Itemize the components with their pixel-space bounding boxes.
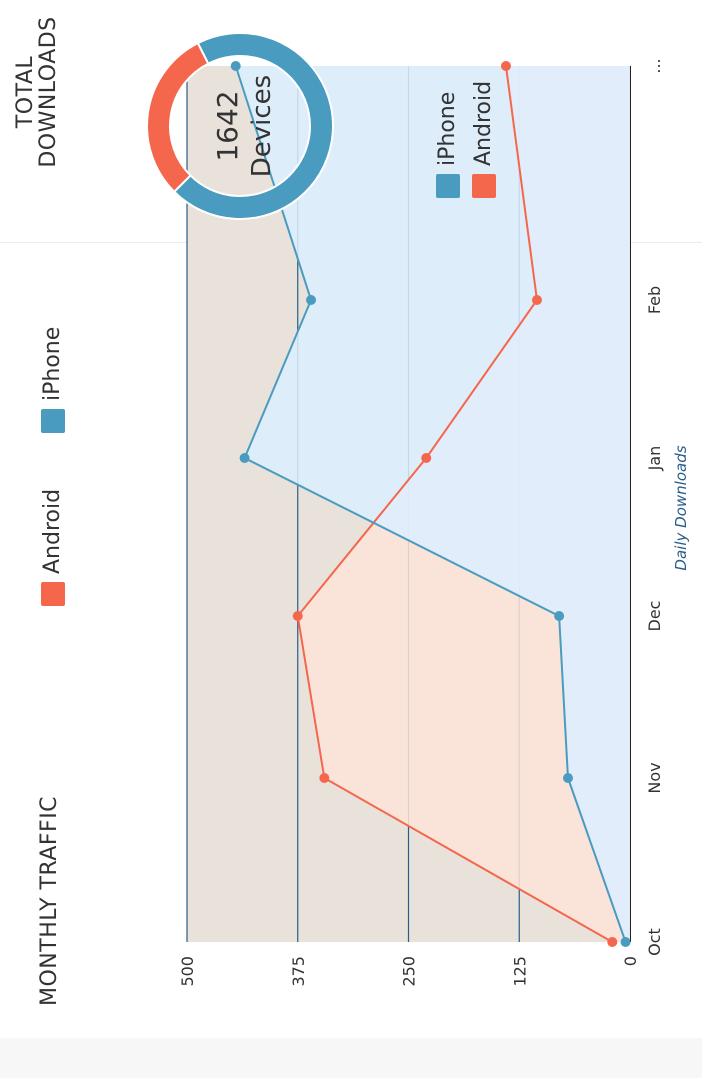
y-tick-label-4: 500 [178, 956, 197, 987]
point-android-3 [421, 453, 432, 463]
donut-legend-swatch-android [471, 174, 496, 198]
y-tick-label-0: 0 [621, 956, 640, 966]
x-tick-label-0: Oct [645, 928, 664, 956]
donut-slice-android [146, 41, 210, 194]
line-iphone [234, 65, 627, 943]
point-android-1 [319, 773, 330, 783]
point-android-5 [500, 61, 511, 71]
line-android [296, 65, 613, 943]
point-android-4 [531, 295, 542, 305]
donut-center-value: 1642 [211, 90, 244, 161]
point-iphone-2 [554, 611, 565, 621]
y-tick-label-1: 125 [510, 956, 529, 987]
point-iphone-5 [230, 61, 241, 71]
y-tick-label-2: 250 [400, 956, 419, 987]
donut-legend-label-android: Android [471, 80, 496, 166]
x-tick-label-5: ... [645, 58, 664, 73]
area-layer [235, 66, 630, 942]
label-layer: 0 125 250 375 500 Oct Nov Dec Jan Feb... [178, 58, 664, 986]
point-android-0 [607, 937, 618, 947]
donut-legend-item-android[interactable]: Android [471, 81, 496, 198]
donut-legend-label-iphone: iPhone [435, 91, 460, 166]
point-iphone-0 [620, 937, 631, 947]
x-tick-label-2: Dec [645, 601, 664, 632]
area-iphone [235, 66, 630, 942]
donut-legend-item-iphone[interactable]: iPhone [435, 92, 460, 198]
donut-legend-swatch-iphone [435, 174, 460, 198]
x-tick-label-4: Feb [645, 286, 664, 314]
point-iphone-3 [239, 453, 250, 463]
line-layer [234, 65, 627, 943]
point-iphone-4 [306, 295, 317, 305]
y-tick-label-3: 375 [289, 956, 308, 987]
x-tick-label-1: Nov [645, 762, 664, 793]
donut-slice-iphone [172, 32, 334, 220]
point-layer [230, 61, 631, 947]
point-iphone-1 [562, 773, 573, 783]
point-android-2 [292, 611, 303, 621]
x-tick-label-3: Jan [645, 446, 664, 472]
donut-layer [146, 32, 334, 220]
donut-center-label: Devices [247, 75, 277, 177]
x-axis-title: Daily Downloads [672, 445, 690, 570]
